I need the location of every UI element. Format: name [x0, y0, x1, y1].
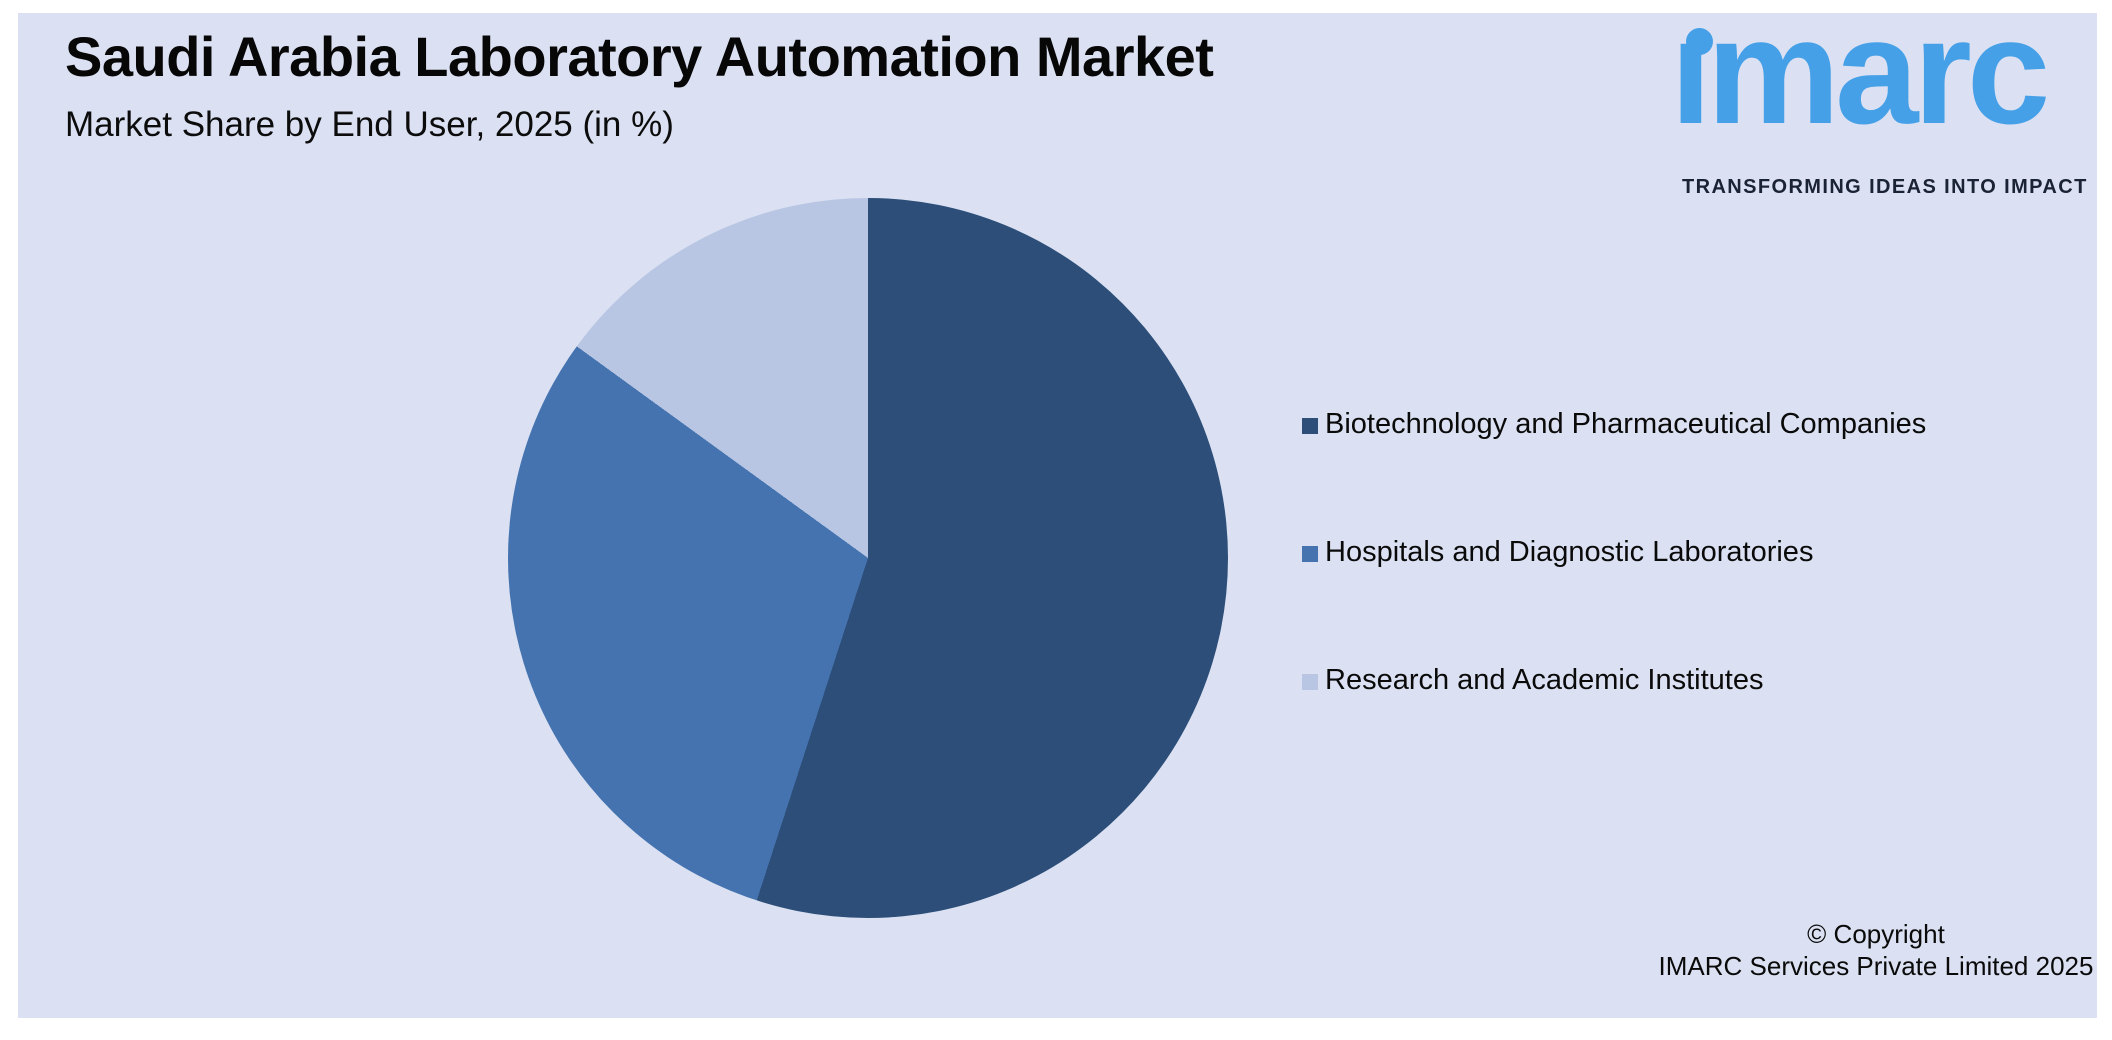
- chart-title: Saudi Arabia Laboratory Automation Marke…: [65, 25, 1214, 88]
- legend-color-swatch: [1302, 545, 1318, 562]
- legend-label: Biotechnology and Pharmaceutical Compani…: [1325, 408, 1927, 440]
- legend-item: Research and Academic Institutes: [1302, 664, 1926, 697]
- legend-item: Hospitals and Diagnostic Laboratories: [1302, 536, 1926, 569]
- legend: Biotechnology and Pharmaceutical Compani…: [1302, 408, 1926, 697]
- chart-subtitle: Market Share by End User, 2025 (in %): [65, 105, 674, 144]
- imarc-logo: ımarc TRANSFORMING IDEAS INTO IMPACT: [1660, 0, 2100, 208]
- pie-chart: [508, 198, 1228, 918]
- logo-dot-icon: [1686, 28, 1713, 55]
- logo-wordmark: ımarc: [1670, 0, 2050, 155]
- logo-tagline: TRANSFORMING IDEAS INTO IMPACT: [1682, 176, 2088, 198]
- legend-item: Biotechnology and Pharmaceutical Compani…: [1302, 408, 1926, 441]
- copyright-notice: © Copyright IMARC Services Private Limit…: [1626, 918, 2112, 982]
- legend-color-swatch: [1302, 673, 1318, 690]
- copyright-line2: IMARC Services Private Limited 2025: [1658, 951, 2094, 981]
- legend-label: Research and Academic Institutes: [1325, 664, 1764, 696]
- legend-color-swatch: [1302, 417, 1318, 434]
- legend-label: Hospitals and Diagnostic Laboratories: [1325, 536, 1814, 568]
- copyright-line1: © Copyright: [1807, 919, 1945, 949]
